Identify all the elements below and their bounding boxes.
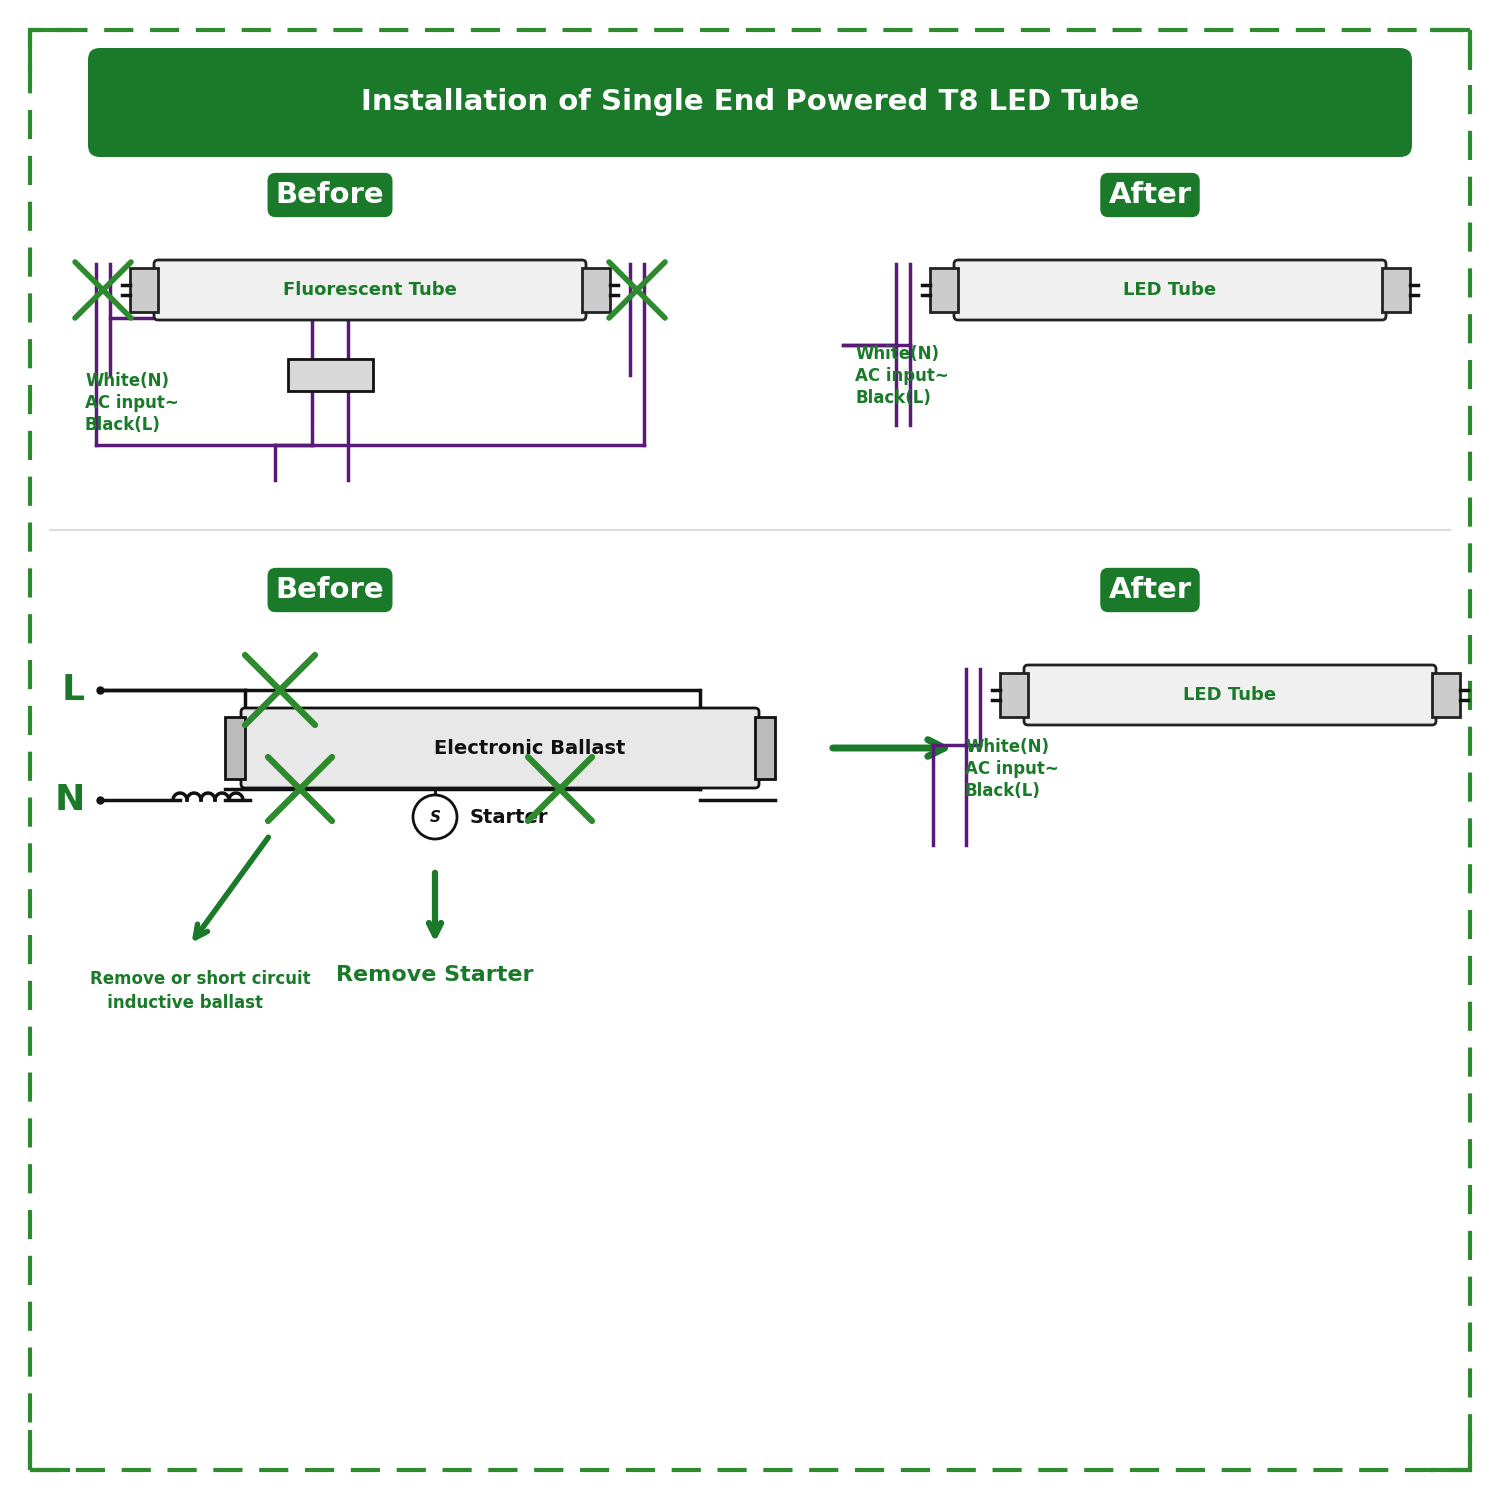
Text: Remove or short circuit
   inductive ballast: Remove or short circuit inductive ballas… <box>90 970 310 1011</box>
Bar <box>288 358 372 392</box>
Text: LED Tube: LED Tube <box>1184 686 1276 703</box>
FancyBboxPatch shape <box>1024 664 1436 724</box>
FancyBboxPatch shape <box>88 48 1411 158</box>
Text: Installation of Single End Powered T8 LED Tube: Installation of Single End Powered T8 LE… <box>362 88 1138 117</box>
Text: Fluorescent Tube: Fluorescent Tube <box>284 280 458 298</box>
Bar <box>930 268 958 312</box>
Bar <box>1382 268 1410 312</box>
Bar <box>754 717 776 778</box>
FancyBboxPatch shape <box>242 708 759 788</box>
FancyBboxPatch shape <box>154 260 586 320</box>
Text: Electronic Ballast: Electronic Ballast <box>435 738 626 758</box>
Text: L: L <box>62 674 86 706</box>
Text: Starter: Starter <box>470 807 549 826</box>
Text: S: S <box>429 810 441 825</box>
Text: N: N <box>54 783 86 818</box>
Bar <box>582 268 610 312</box>
Text: Before: Before <box>276 182 384 209</box>
Text: LED Tube: LED Tube <box>1124 280 1216 298</box>
Text: After: After <box>1108 576 1191 604</box>
Bar <box>1432 674 1460 717</box>
Text: White(N)
AC input~
Black(L): White(N) AC input~ Black(L) <box>855 345 950 408</box>
Bar <box>130 268 158 312</box>
Text: White(N)
AC input~
Black(L): White(N) AC input~ Black(L) <box>86 372 178 435</box>
Text: Before: Before <box>276 576 384 604</box>
Text: White(N)
AC input~
Black(L): White(N) AC input~ Black(L) <box>964 738 1059 801</box>
Text: Remove Starter: Remove Starter <box>336 964 534 986</box>
Bar <box>225 717 245 778</box>
FancyBboxPatch shape <box>954 260 1386 320</box>
Circle shape <box>413 795 458 838</box>
Bar <box>1000 674 1028 717</box>
Text: After: After <box>1108 182 1191 209</box>
